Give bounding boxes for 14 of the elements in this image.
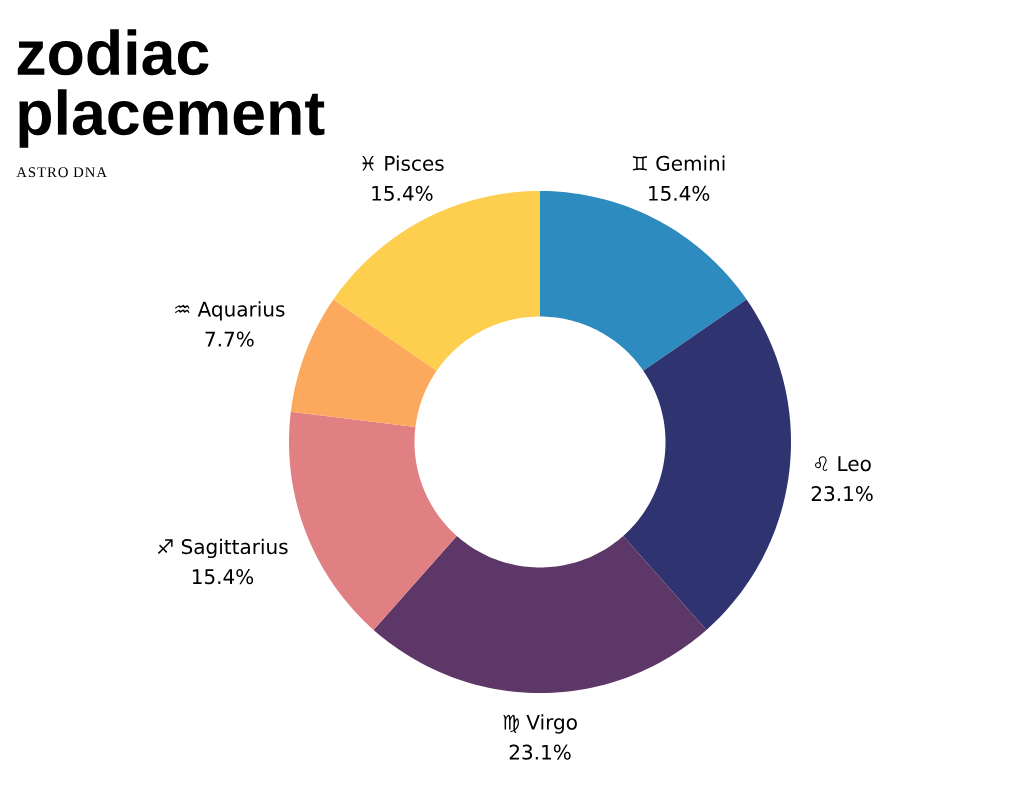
data-label: 23.1% xyxy=(509,744,571,760)
text: ASTRO DNA xyxy=(16,167,107,178)
slice-label: ♊ Gemini xyxy=(632,155,725,171)
data-label: 15.4% xyxy=(192,569,254,585)
data-label: 7.7% xyxy=(205,331,254,347)
slice-label: ♓ Pisces xyxy=(362,155,444,171)
slice-label: ♍ Virgo xyxy=(503,714,577,734)
data-label: 15.4% xyxy=(372,185,433,201)
chart-title: zodiac placement xyxy=(17,29,325,148)
slice-label: ♌ Leo xyxy=(815,456,871,472)
slice-label: ♒ Aquarius xyxy=(175,301,285,321)
slice-label: ♐ Sagittarius xyxy=(157,538,288,559)
data-label: 23.1% xyxy=(811,486,873,502)
data-label: 15.4% xyxy=(649,185,710,201)
